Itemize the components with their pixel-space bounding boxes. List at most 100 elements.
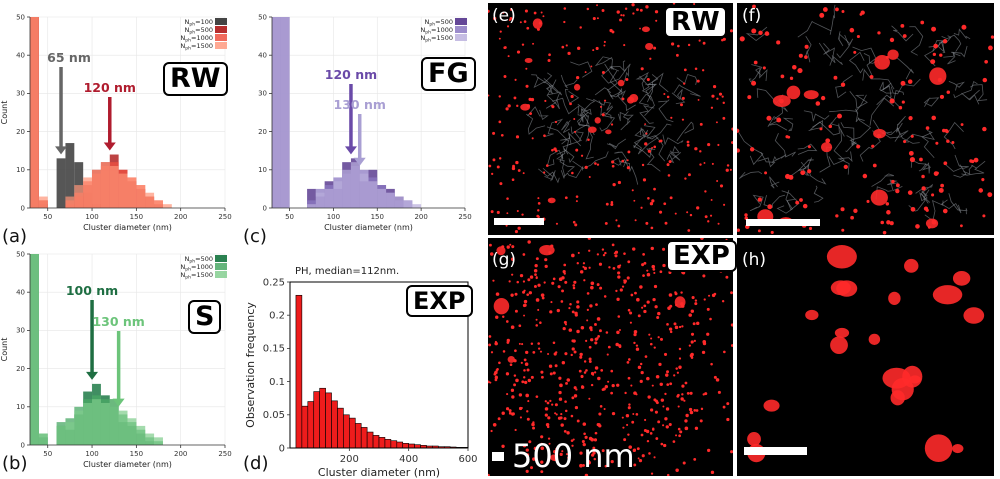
localization-dot	[525, 469, 529, 473]
localization-dot	[576, 419, 580, 423]
localization-dot	[770, 230, 774, 235]
localization-dot	[690, 356, 694, 359]
localization-dot	[707, 448, 711, 453]
legend-swatch	[455, 34, 467, 41]
chromatin-fiber	[941, 34, 962, 52]
localization-dot	[601, 113, 605, 117]
localization-dot	[598, 329, 602, 333]
localization-dot	[676, 371, 679, 374]
bar	[325, 392, 332, 449]
localization-dot	[555, 447, 558, 451]
localization-dot	[567, 456, 570, 460]
localization-dot	[908, 150, 914, 156]
legend-swatch	[215, 271, 227, 278]
localization-dot	[681, 325, 684, 328]
cluster-blob	[952, 443, 964, 454]
localization-dot	[537, 197, 540, 200]
chromatin-fiber	[829, 94, 867, 113]
localization-dot	[492, 422, 497, 427]
localization-dot	[655, 374, 660, 379]
localization-dot	[675, 53, 679, 57]
chromatin-fiber	[577, 108, 589, 118]
localization-dot	[588, 397, 591, 400]
localization-dot	[668, 160, 672, 164]
localization-dot	[633, 199, 636, 202]
localization-dot	[594, 366, 599, 370]
localization-dot	[644, 142, 648, 146]
localization-dot	[621, 159, 625, 163]
cluster-blob	[520, 103, 531, 111]
localization-dot	[668, 327, 673, 331]
localization-dot	[669, 330, 673, 334]
chromatin-fiber	[894, 127, 920, 144]
localization-dot	[517, 169, 521, 172]
localization-dot	[698, 39, 701, 42]
localization-dot	[704, 392, 708, 396]
chromatin-fiber	[658, 99, 674, 123]
localization-dot	[662, 424, 665, 427]
cluster-blob	[803, 90, 819, 100]
localization-dot	[511, 245, 515, 249]
chromatin-fiber	[840, 122, 857, 147]
localization-dot	[604, 251, 607, 255]
localization-dot	[660, 398, 665, 402]
localization-dot	[666, 383, 670, 386]
localization-dot	[571, 171, 574, 175]
localization-dot	[570, 353, 573, 357]
localization-dot	[850, 215, 854, 220]
localization-dot	[716, 180, 719, 183]
localization-dot	[603, 295, 607, 298]
localization-dot	[663, 352, 668, 356]
localization-dot	[674, 292, 678, 296]
localization-dot	[528, 440, 532, 444]
localization-dot	[677, 393, 680, 397]
chromatin-fiber	[769, 176, 780, 189]
localization-dot	[570, 414, 574, 418]
chromatin-fiber	[880, 85, 901, 109]
localization-dot	[628, 358, 631, 361]
localization-dot	[910, 206, 916, 212]
localization-dot	[640, 67, 644, 71]
localization-dot	[544, 99, 547, 102]
bar	[92, 169, 101, 208]
cluster-blob	[550, 454, 558, 461]
localization-dot	[491, 172, 494, 176]
localization-dot	[582, 262, 586, 265]
localization-dot	[558, 397, 563, 401]
localization-dot	[522, 172, 525, 175]
bar	[30, 254, 39, 445]
localization-dot	[492, 279, 495, 282]
bar	[38, 433, 48, 445]
bar	[366, 431, 374, 449]
localization-dot	[909, 156, 916, 163]
localization-dot	[666, 473, 670, 476]
localization-dot	[592, 446, 596, 450]
localization-dot	[726, 164, 730, 167]
localization-dot	[507, 55, 510, 58]
localization-dot	[519, 273, 524, 278]
localization-dot	[544, 407, 549, 411]
localization-dot	[678, 347, 682, 351]
localization-dot	[604, 221, 608, 225]
localization-dot	[646, 376, 650, 381]
localization-dot	[581, 385, 584, 388]
legend-label: Nph=500	[185, 255, 213, 265]
localization-dot	[541, 296, 545, 300]
localization-dot	[889, 98, 895, 104]
localization-dot	[900, 23, 905, 28]
localization-dot	[900, 80, 906, 86]
annotation-label: 120 nm	[325, 67, 377, 82]
localization-dot	[584, 165, 588, 169]
localization-dot	[617, 271, 621, 275]
y-tick-label: 0.25	[263, 277, 285, 288]
localization-dot	[571, 347, 575, 351]
localization-dot	[653, 46, 657, 50]
bar	[324, 188, 334, 208]
localization-dot	[889, 37, 895, 43]
localization-dot	[669, 382, 673, 386]
localization-dot	[545, 164, 549, 167]
localization-dot	[940, 183, 944, 188]
chromatin-fiber	[961, 89, 980, 105]
localization-dot	[628, 403, 631, 406]
localization-dot	[681, 118, 685, 121]
